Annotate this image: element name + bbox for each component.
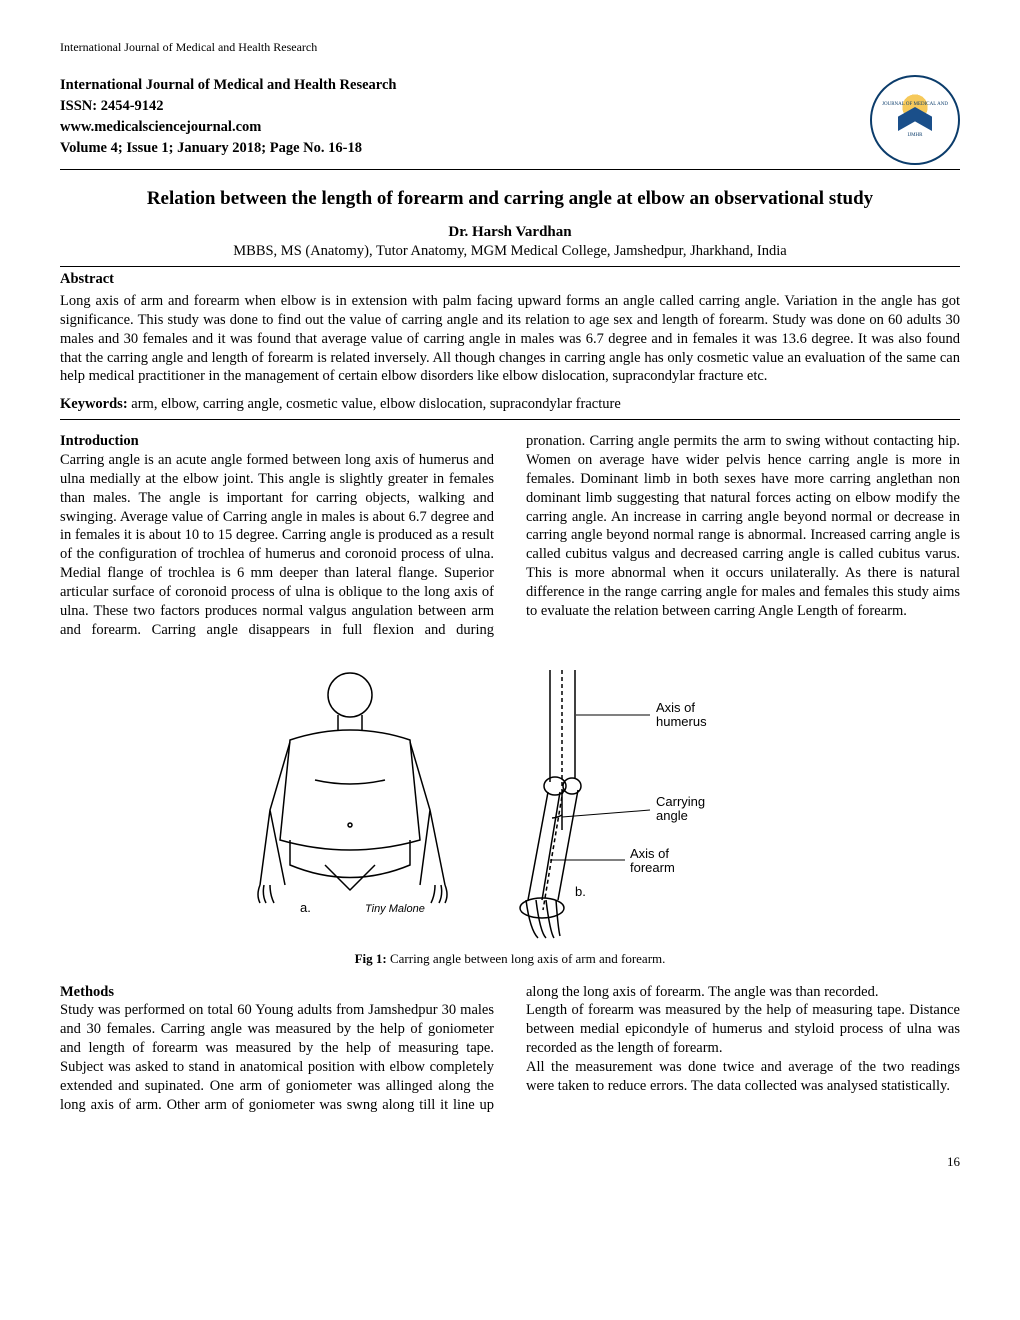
- figure-caption-text: Carring angle between long axis of arm a…: [387, 951, 666, 966]
- journal-volume: Volume 4; Issue 1; January 2018; Page No…: [60, 138, 396, 159]
- rule-above-abstract: [60, 266, 960, 267]
- intro-heading: Introduction: [60, 433, 139, 449]
- intro-text-1: Carring angle is an acute angle formed b…: [60, 433, 585, 637]
- paper-affiliation: MBBS, MS (Anatomy), Tutor Anatomy, MGM M…: [60, 243, 960, 260]
- figure-signature: Tiny Malone: [365, 903, 425, 915]
- book-icon: [898, 107, 932, 131]
- figure-caption-bold: Fig 1:: [355, 951, 387, 966]
- abstract-heading: Abstract: [60, 271, 960, 288]
- label-axis-forearm-2: forearm: [630, 860, 675, 875]
- figure-1: a. Tiny Malone: [60, 660, 960, 967]
- label-axis-humerus-2: humerus: [656, 714, 707, 729]
- keywords-text: arm, elbow, carring angle, cosmetic valu…: [128, 396, 621, 412]
- paper-title: Relation between the length of forearm a…: [60, 188, 960, 210]
- journal-website: www.medicalsciencejournal.com: [60, 117, 396, 138]
- label-axis-humerus-1: Axis of: [656, 700, 695, 715]
- logo-text-top: JOURNAL OF MEDICAL AND: [882, 102, 948, 108]
- intro-text-2: Carring angle permits the arm to swing w…: [526, 433, 960, 619]
- keywords-line: Keywords: arm, elbow, carring angle, cos…: [60, 396, 960, 413]
- methods-heading: Methods: [60, 984, 114, 1000]
- methods-columns: Methods Study was performed on total 60 …: [60, 983, 960, 1115]
- abstract-text: Long axis of arm and forearm when elbow …: [60, 292, 960, 386]
- journal-name: International Journal of Medical and Hea…: [60, 75, 396, 96]
- paper-author: Dr. Harsh Vardhan: [60, 224, 960, 241]
- page-number: 16: [60, 1154, 960, 1170]
- running-header: International Journal of Medical and Hea…: [60, 40, 960, 55]
- label-axis-forearm-1: Axis of: [630, 846, 669, 861]
- header-rule: [60, 169, 960, 170]
- journal-logo-icon: JOURNAL OF MEDICAL AND IJMHR: [870, 75, 960, 165]
- label-carrying-angle-2: angle: [656, 808, 688, 823]
- keywords-label: Keywords:: [60, 396, 128, 412]
- logo-text-bottom: IJMHR: [907, 133, 922, 139]
- rule-below-keywords: [60, 419, 960, 420]
- label-carrying-angle-1: Carrying: [656, 794, 705, 809]
- figure-label-a: a.: [300, 900, 311, 915]
- figure-label-b: b.: [575, 884, 586, 899]
- figure-1-caption: Fig 1: Carring angle between long axis o…: [60, 951, 960, 967]
- journal-meta: International Journal of Medical and Hea…: [60, 75, 396, 159]
- figure-1-drawing: a. Tiny Malone: [230, 660, 790, 940]
- introduction-columns: Introduction Carring angle is an acute a…: [60, 432, 960, 639]
- journal-issn: ISSN: 2454-9142: [60, 96, 396, 117]
- journal-header: International Journal of Medical and Hea…: [60, 75, 960, 165]
